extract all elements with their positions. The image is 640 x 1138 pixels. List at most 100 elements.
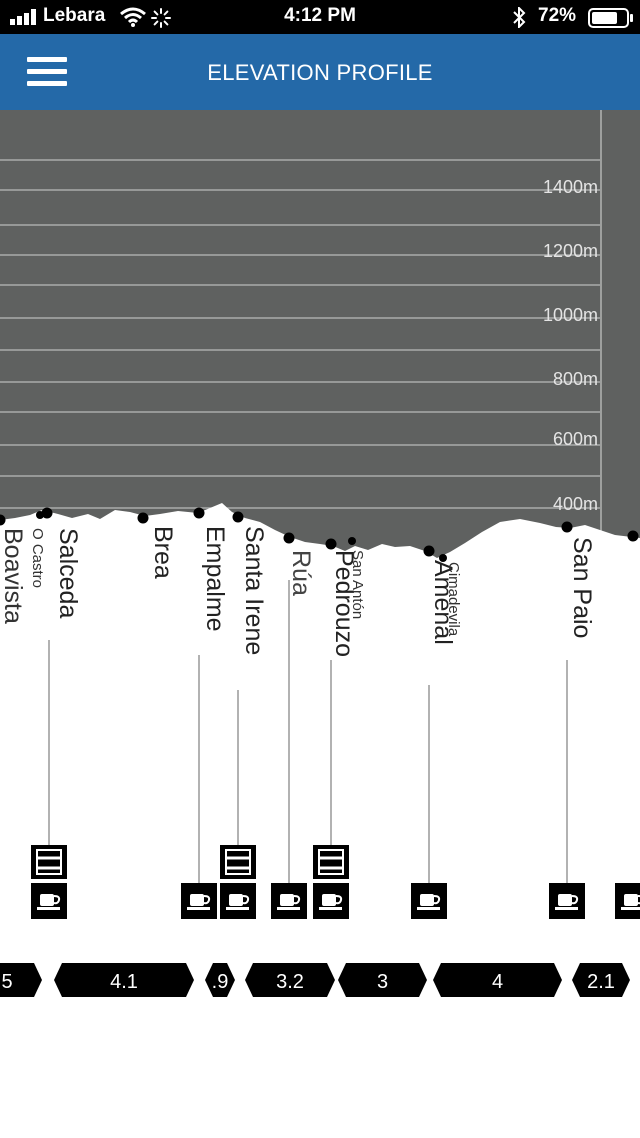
distance-segment-label: 3.2 [276,971,304,993]
cafe-icon[interactable] [411,883,447,919]
elevation-axis-label: 600m [553,429,598,449]
waypoint: Santa Irene [220,511,268,919]
cup-saucer [621,907,640,910]
cup-saucer [226,907,249,910]
cafe-icon[interactable] [271,883,307,919]
app-header: ELEVATION PROFILE [0,34,640,110]
waypoint: Boavista [0,514,27,624]
cup-handle [203,895,211,905]
waypoint-label: Cimadevila [445,562,462,637]
cup-saucer [37,907,60,910]
distance-bar: 5 4.1 .9 3.2 3 4 2.1 [0,963,630,997]
waypoint-label: Pedrouzo [330,550,358,657]
waypoint-label: Santa Irene [240,526,268,655]
waypoint-label: Salceda [54,528,82,618]
cup-body [420,894,434,906]
waypoint: Amenal [411,545,457,919]
cafe-icon[interactable] [31,883,67,919]
waypoint: Rúa [271,532,315,919]
waypoint-label: Boavista [0,528,27,624]
gridlines [0,110,602,570]
cup-body [190,894,204,906]
signal-icon [10,9,36,25]
carrier-name: Lebara [43,5,106,26]
loading-spinner-icon [151,8,171,28]
waypoint: Pedrouzo [313,538,358,919]
cup-saucer [187,907,210,910]
cafe-icon[interactable] [615,883,640,919]
lodging-icon[interactable] [313,845,349,879]
waypoint-marker[interactable] [423,545,435,557]
waypoint-label: Empalme [201,526,229,632]
waypoint-marker[interactable] [561,521,573,533]
cup-handle [53,895,61,905]
status-bar: Lebara 4:12 PM 72% [0,0,640,34]
elevation-axis-label: 1400m [543,177,598,197]
waypoint-marker[interactable] [193,507,205,519]
battery-percent: 72% [538,5,577,26]
distance-segment [0,963,42,997]
waypoint-label: San Paio [568,537,596,638]
distance-segment-label: 2.1 [587,971,615,993]
waypoint-marker[interactable] [137,512,149,524]
bunk-frame [318,849,344,875]
cup-handle [293,895,301,905]
distance-segment [245,963,335,997]
cup-saucer [417,907,440,910]
lodging-icon[interactable] [220,845,256,879]
hamburger-menu-icon[interactable] [22,54,72,90]
waypoint-marker[interactable] [0,514,6,526]
waypoint: San Paio [549,521,596,919]
waypoint: Empalme [181,507,229,919]
elevation-axis-label: 1200m [543,241,598,261]
distance-segment-label: 5 [1,971,12,993]
waypoint-marker[interactable] [439,554,447,562]
waypoint-marker[interactable] [325,538,337,550]
cafe-icon[interactable] [549,883,585,919]
cup-body [40,894,54,906]
cup-body [229,894,243,906]
page-title: ELEVATION PROFILE [207,60,433,85]
cup-saucer [555,907,578,910]
cafe-icon[interactable] [313,883,349,919]
bunk-frame [225,849,251,875]
waypoint: San Antón [348,537,366,619]
waypoint-marker[interactable] [232,511,244,523]
cup-handle [335,895,343,905]
cup-saucer [277,907,300,910]
distance-segment [205,963,235,997]
waypoint: Cimadevila [439,554,462,637]
cafe-icon[interactable] [220,883,256,919]
distance-segment [54,963,194,997]
battery-icon [588,8,633,28]
chart-background [0,110,640,570]
bluetooth-icon [513,7,526,28]
waypoint-marker[interactable] [348,537,356,545]
waypoint-marker[interactable] [41,507,53,519]
clock-time: 4:12 PM [284,5,356,26]
cup-body [322,894,336,906]
waypoint-label: San Antón [349,550,366,619]
elevation-axis-label: 400m [553,494,598,514]
distance-segment-label: 4.1 [110,971,138,993]
cup-handle [433,895,441,905]
cafe-icon[interactable] [181,883,217,919]
waypoint-label: Amenal [429,560,457,645]
elevation-profile: 400m 600m 800m 1000m 1200m 1400m Boavista O Cas… [0,110,640,1030]
cup-body [280,894,294,906]
distance-segment [572,963,630,997]
cup-handle [571,895,579,905]
distance-segment [433,963,562,997]
waypoint-marker[interactable] [627,530,639,542]
waypoint-marker[interactable] [283,532,295,544]
terrain-profile [0,503,640,570]
distance-segment-label: 3 [377,971,388,993]
lodging-icon[interactable] [31,845,67,879]
waypoint-label: O Castro [29,528,46,588]
cup-handle [242,895,250,905]
distance-segment-label: 4 [492,971,503,993]
distance-segment [338,963,427,997]
waypoint: Salceda [31,507,82,919]
elevation-axis-label: 1000m [543,305,598,325]
waypoint: Lavacolla [615,530,640,919]
